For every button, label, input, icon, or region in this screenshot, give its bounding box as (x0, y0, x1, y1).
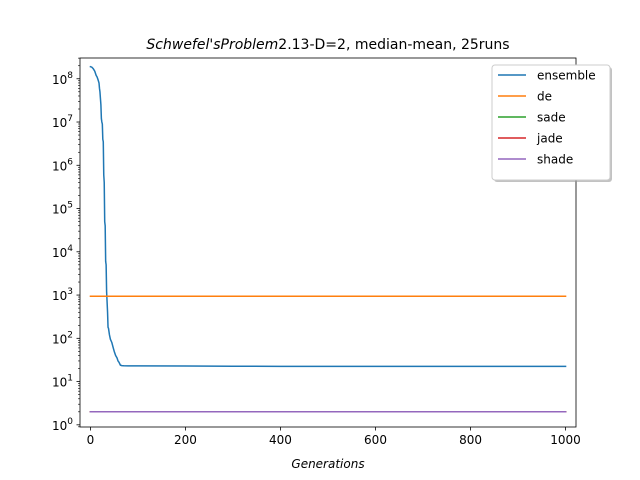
chart-title-italic: Schwefel'sProblem (146, 37, 278, 53)
y-axis-ticks: 100 101 102 103 104 105 106 107 108 (52, 57, 80, 433)
chart-title: Schwefel'sProblem2.13-D=2, median-mean, … (146, 37, 509, 53)
x-tick-label: 0 (87, 433, 95, 447)
y-tick-label: 106 (52, 157, 73, 173)
y-tick-label: 103 (52, 287, 73, 303)
legend-label-shade: shade (537, 153, 573, 167)
x-tick-label: 200 (174, 433, 197, 447)
x-tick-label: 800 (459, 433, 482, 447)
x-axis-label: Generations (291, 457, 364, 471)
series-lines (89, 65, 567, 413)
x-tick-label: 400 (269, 433, 292, 447)
y-tick-label: 108 (52, 71, 73, 87)
y-tick-label: 100 (52, 417, 73, 433)
y-tick-label: 104 (52, 244, 73, 260)
plot-frame (79, 57, 577, 428)
chart-title-rest: 2.13-D=2, median-mean, 25runs (278, 37, 509, 53)
legend-label-sade: sade (537, 111, 566, 125)
x-tick-label: 1000 (550, 433, 581, 447)
legend-label-de: de (537, 90, 552, 104)
x-axis-ticks: 0 200 400 600 800 1000 (87, 427, 581, 447)
series-line-ensemble (89, 65, 567, 368)
y-tick-label: 101 (52, 374, 73, 390)
x-tick-label: 600 (364, 433, 387, 447)
legend-label-jade: jade (536, 132, 563, 146)
legend: ensemble de sade jade shade (491, 64, 612, 182)
legend-label-ensemble: ensemble (537, 69, 596, 83)
y-tick-label: 107 (52, 114, 73, 130)
legend-box (491, 64, 611, 181)
y-tick-label: 102 (52, 330, 73, 346)
y-tick-label: 105 (52, 201, 73, 217)
